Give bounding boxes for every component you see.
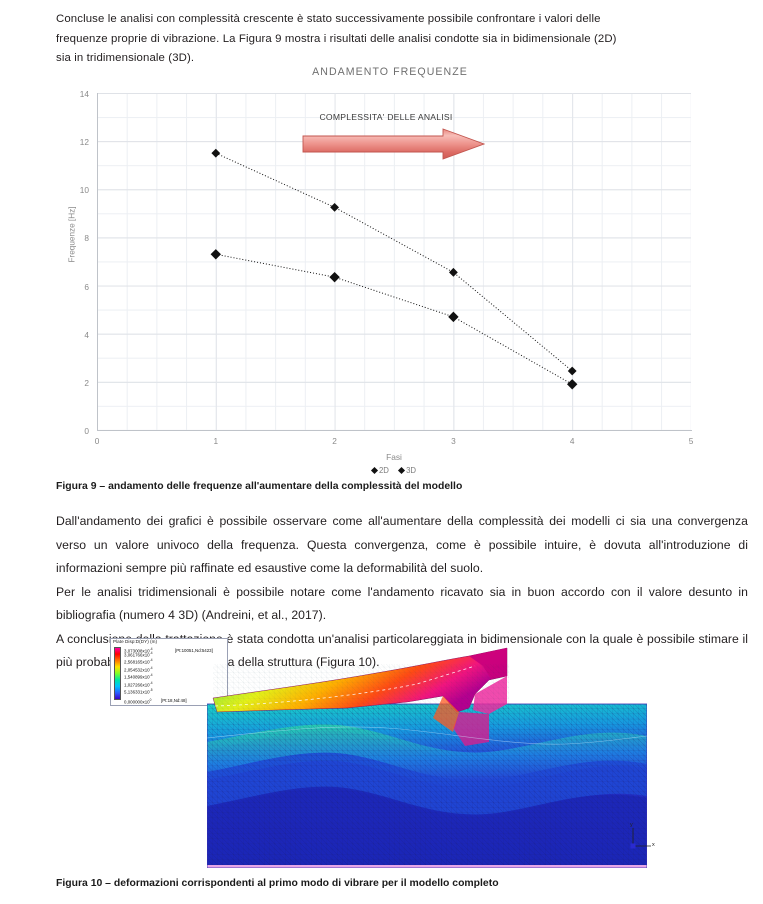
fem-legend-min-note: [Pt:18,Nd:48] [161, 698, 187, 703]
y-tick-0: 0 [84, 426, 89, 436]
fem-deformation-figure: Plate Disp:D(DY) (m) 3,073008x10-4 3,061… [110, 638, 655, 873]
fem-axis-x-label: x [652, 842, 655, 848]
chart-legend: 2D 3D [97, 466, 691, 475]
body-paragraph: Dall'andamento dei grafici è possibile o… [56, 510, 748, 675]
x-tick-3: 3 [451, 436, 456, 446]
fem-axis-y-label: y [630, 822, 633, 828]
x-tick-5: 5 [688, 436, 694, 446]
fem-legend-value-5: 1,027266x10-4 [124, 680, 153, 687]
fem-legend-value-3: 2,054532x10-4 [124, 665, 153, 672]
body-block-2: Per le analisi tridimensionali è possibi… [56, 584, 748, 623]
chart-x-axis-line [97, 430, 692, 431]
intro-line-2: frequenze proprie di vibrazione. La Figu… [56, 32, 617, 45]
fem-legend-max-note: [Pt:10051,Nd:5423] [175, 647, 213, 653]
fem-legend-value-1: 3,061766x10-4 [124, 650, 153, 657]
chart-x-axis-label: Fasi [386, 452, 402, 462]
y-tick-12: 12 [79, 137, 89, 148]
x-tick-0: 0 [94, 436, 100, 446]
intro-paragraph: Concluse le analisi con complessità cres… [56, 10, 748, 69]
legend-entry-3d: 3D [398, 466, 417, 475]
x-tick-1: 1 [213, 436, 219, 446]
legend-label-3d: 3D [406, 466, 417, 475]
complexity-annotation-label: COMPLESSITA' DELLE ANALISI [319, 112, 453, 122]
legend-marker-icon [370, 466, 378, 475]
frequency-chart: ANDAMENTO FREQUENZE 14 12 10 8 6 4 2 0 0… [60, 62, 720, 477]
intro-line-1: Concluse le analisi con complessità cres… [56, 13, 601, 25]
body-block-1: Dall'andamento dei grafici è possibile o… [56, 514, 748, 575]
fem-contour-plot [207, 647, 647, 868]
y-tick-10: 10 [79, 185, 89, 196]
y-tick-2: 2 [84, 377, 89, 388]
x-tick-2: 2 [332, 436, 337, 446]
fem-axis-triad-icon: y x [629, 822, 657, 852]
complexity-annotation: COMPLESSITA' DELLE ANALISI [300, 112, 500, 167]
fem-legend-value-7: 0,000000x100 [124, 698, 152, 705]
fem-colorbar [114, 647, 121, 700]
fem-legend-value-4: 1,540899x10-4 [124, 673, 153, 680]
intro-line-3: sia in tridimensionale (3D). [56, 52, 195, 64]
complexity-arrow-icon [302, 128, 485, 160]
chart-y-axis-label: Frequenze [Hz] [67, 206, 77, 263]
y-tick-4: 4 [84, 329, 89, 340]
y-tick-6: 6 [84, 281, 89, 292]
chart-y-axis-line [97, 93, 98, 431]
y-tick-8: 8 [84, 233, 89, 244]
fem-legend-value-6: 5,136331x10-5 [124, 688, 153, 695]
fem-legend-box: Plate Disp:D(DY) (m) 3,073008x10-4 3,061… [110, 638, 228, 706]
figura9-caption: Figura 9 – andamento delle frequenze all… [56, 481, 463, 492]
chart-title: ANDAMENTO FREQUENZE [312, 66, 468, 78]
fem-legend-title: Plate Disp:D(DY) (m) [113, 639, 158, 644]
legend-label-2d: 2D [378, 466, 389, 475]
figura10-caption: Figura 10 – deformazioni corrispondenti … [56, 878, 499, 889]
x-tick-4: 4 [569, 436, 575, 446]
y-tick-14: 14 [79, 89, 89, 99]
fem-legend-value-0: 3,073008x10-4 [124, 646, 153, 653]
legend-entry-2d: 2D [370, 466, 389, 475]
fem-legend-value-2: 2,568165x10-4 [124, 658, 153, 665]
legend-marker-icon [398, 466, 406, 475]
